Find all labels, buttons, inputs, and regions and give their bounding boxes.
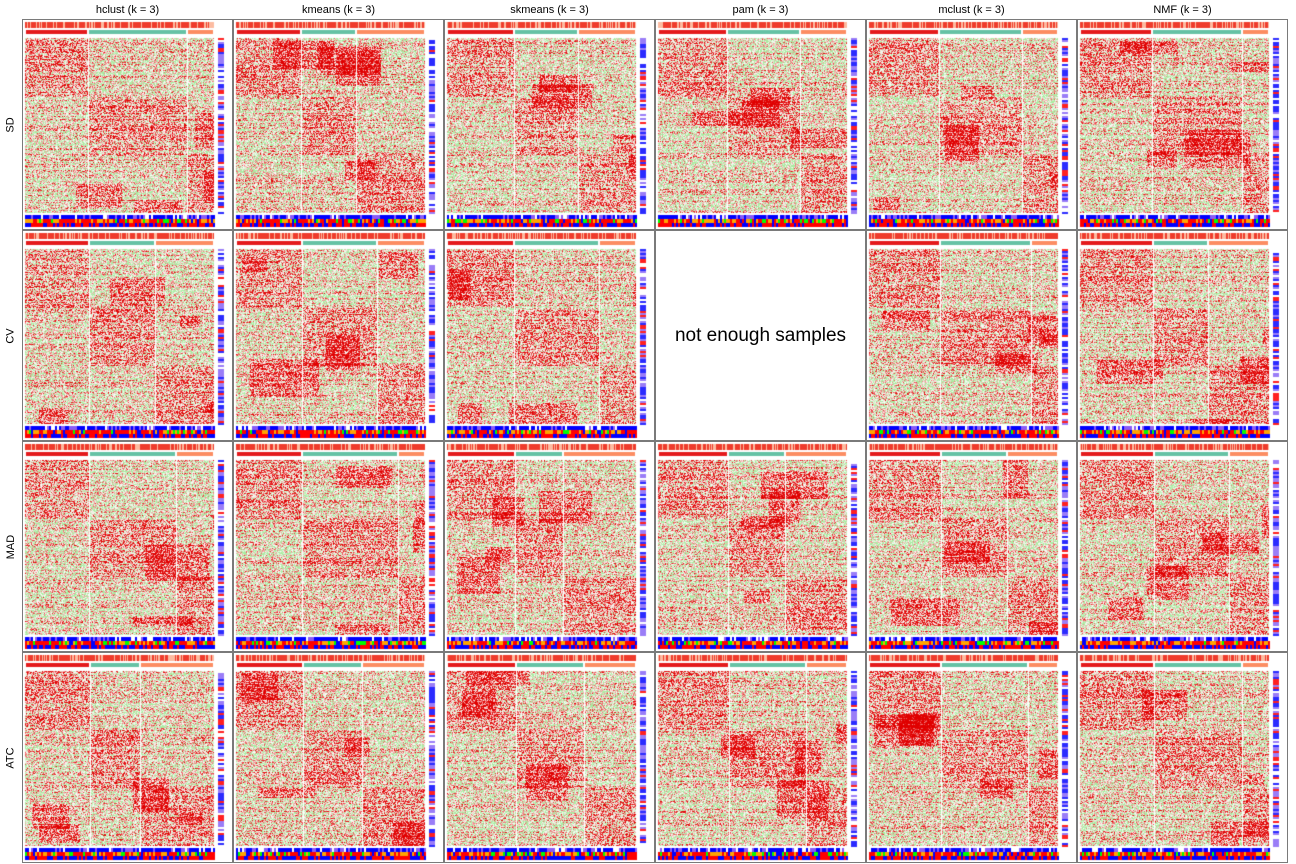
heatmap-cells bbox=[23, 20, 232, 229]
column-title-kmeans-k-3: kmeans (k = 3) bbox=[301, 4, 376, 16]
column-title-mclust-k-3: mclust (k = 3) bbox=[938, 4, 1005, 16]
heatmap-panel-mad-nmf-k-3 bbox=[1077, 441, 1288, 652]
heatmap-panel-atc-skmeans-k-3 bbox=[444, 652, 655, 863]
heatmap-panel-mad-mclust-k-3 bbox=[866, 441, 1077, 652]
heatmap-cells bbox=[445, 231, 654, 440]
row-label-atc: ATC bbox=[5, 746, 17, 769]
heatmap-panel-sd-kmeans-k-3 bbox=[233, 19, 444, 230]
heatmap-panel-cv-pam-k-3: not enough samples bbox=[655, 230, 866, 441]
heatmap-cells bbox=[1078, 653, 1287, 862]
column-title-hclust-k-3: hclust (k = 3) bbox=[95, 4, 160, 16]
heatmap-cells bbox=[867, 442, 1076, 651]
heatmap-panel-cv-kmeans-k-3 bbox=[233, 230, 444, 441]
row-label-mad: MAD bbox=[5, 534, 18, 559]
heatmap-panel-mad-kmeans-k-3 bbox=[233, 441, 444, 652]
heatmap-panel-mad-pam-k-3 bbox=[655, 441, 866, 652]
heatmap-panel-sd-mclust-k-3 bbox=[866, 19, 1077, 230]
heatmap-panel-atc-kmeans-k-3 bbox=[233, 652, 444, 863]
heatmap-panel-cv-mclust-k-3 bbox=[866, 230, 1077, 441]
heatmap-panel-atc-nmf-k-3 bbox=[1077, 652, 1288, 863]
heatmap-cells bbox=[445, 20, 654, 229]
heatmap-cells bbox=[23, 653, 232, 862]
heatmap-panel-cv-hclust-k-3 bbox=[22, 230, 233, 441]
heatmap-panel-atc-pam-k-3 bbox=[655, 652, 866, 863]
heatmap-cells bbox=[445, 653, 654, 862]
heatmap-panel-sd-nmf-k-3 bbox=[1077, 19, 1288, 230]
heatmap-cells bbox=[23, 231, 232, 440]
heatmap-cells bbox=[867, 20, 1076, 229]
heatmap-panel-atc-hclust-k-3 bbox=[22, 652, 233, 863]
heatmap-cells bbox=[234, 20, 443, 229]
heatmap-cells bbox=[234, 442, 443, 651]
column-title-pam-k-3: pam (k = 3) bbox=[732, 4, 789, 16]
heatmap-cells bbox=[1078, 20, 1287, 229]
heatmap-cells bbox=[867, 653, 1076, 862]
heatmap-cells bbox=[656, 20, 865, 229]
heatmap-cells bbox=[234, 231, 443, 440]
heatmap-cells bbox=[234, 653, 443, 862]
column-title-nmf-k-3: NMF (k = 3) bbox=[1153, 4, 1212, 16]
heatmap-panel-cv-skmeans-k-3 bbox=[444, 230, 655, 441]
empty-panel-message: not enough samples bbox=[674, 324, 847, 346]
heatmap-cells bbox=[656, 653, 865, 862]
heatmap-cells bbox=[656, 442, 865, 651]
heatmap-panel-cv-nmf-k-3 bbox=[1077, 230, 1288, 441]
heatmap-cells bbox=[445, 442, 654, 651]
heatmap-cells bbox=[1078, 442, 1287, 651]
heatmap-panel-sd-hclust-k-3 bbox=[22, 19, 233, 230]
heatmap-panel-mad-skmeans-k-3 bbox=[444, 441, 655, 652]
heatmap-cells bbox=[23, 442, 232, 651]
heatmap-panel-atc-mclust-k-3 bbox=[866, 652, 1077, 863]
row-label-cv: CV bbox=[5, 327, 17, 344]
heatmap-panel-mad-hclust-k-3 bbox=[22, 441, 233, 652]
row-label-sd: SD bbox=[5, 116, 17, 133]
heatmap-panel-sd-skmeans-k-3 bbox=[444, 19, 655, 230]
heatmap-cells bbox=[867, 231, 1076, 440]
column-title-skmeans-k-3: skmeans (k = 3) bbox=[510, 4, 589, 16]
heatmap-cells bbox=[1078, 231, 1287, 440]
heatmap-panel-sd-pam-k-3 bbox=[655, 19, 866, 230]
